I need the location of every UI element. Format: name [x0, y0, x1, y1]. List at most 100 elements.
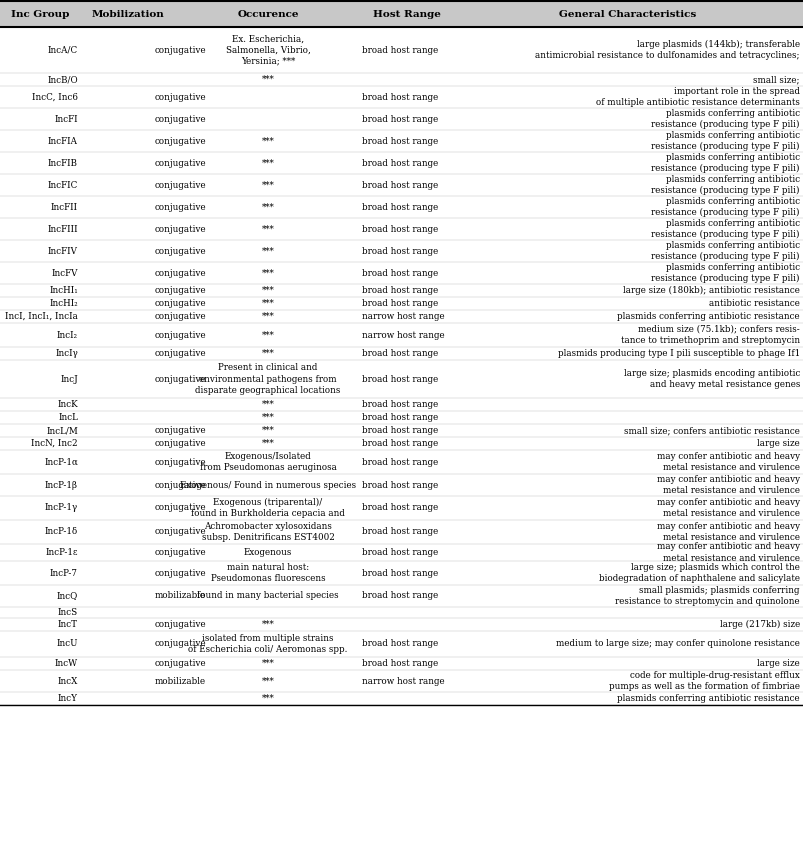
Text: IncFV: IncFV [51, 269, 78, 277]
Text: ***: *** [261, 312, 274, 321]
Text: ***: *** [261, 400, 274, 409]
Text: large size: large size [756, 659, 799, 668]
Text: may confer antibiotic and heavy
metal resistance and virulence: may confer antibiotic and heavy metal re… [656, 475, 799, 495]
Text: plasmids conferring antibiotic
resistance (producing type F pili): plasmids conferring antibiotic resistanc… [650, 218, 799, 239]
Text: broad host range: broad host range [361, 528, 438, 536]
Text: narrow host range: narrow host range [361, 312, 444, 321]
Text: ***: *** [261, 180, 274, 190]
Text: IncJ: IncJ [60, 375, 78, 383]
Text: ***: *** [261, 286, 274, 295]
Text: Exogenous/Isolated
from Pseudomonas aeruginosa: Exogenous/Isolated from Pseudomonas aeru… [199, 452, 336, 472]
Text: broad host range: broad host range [361, 180, 438, 190]
Text: IncFIV: IncFIV [48, 246, 78, 256]
Text: broad host range: broad host range [361, 439, 438, 448]
Text: conjugative: conjugative [155, 312, 206, 321]
Bar [0, 1, 803, 27]
Text: narrow host range: narrow host range [361, 677, 444, 685]
Text: conjugative: conjugative [155, 93, 206, 101]
Text: Exogenous (triparental)/
found in Burkholderia cepacia and: Exogenous (triparental)/ found in Burkho… [191, 498, 344, 518]
Text: mobilizable: mobilizable [155, 677, 206, 685]
Text: Ex. Escherichia,
Salmonella, Vibrio,
Yersinia; ***: Ex. Escherichia, Salmonella, Vibrio, Yer… [226, 34, 310, 65]
Text: broad host range: broad host range [361, 639, 438, 649]
Text: IncFII: IncFII [51, 202, 78, 212]
Text: broad host range: broad host range [361, 659, 438, 668]
Text: broad host range: broad host range [361, 299, 438, 308]
Text: broad host range: broad host range [361, 269, 438, 277]
Text: narrow host range: narrow host range [361, 331, 444, 339]
Text: plasmids conferring antibiotic
resistance (producing type F pili): plasmids conferring antibiotic resistanc… [650, 109, 799, 129]
Text: conjugative: conjugative [155, 246, 206, 256]
Text: IncU: IncU [56, 639, 78, 649]
Text: ***: *** [261, 246, 274, 256]
Text: plasmids conferring antibiotic
resistance (producing type F pili): plasmids conferring antibiotic resistanc… [650, 197, 799, 217]
Text: conjugative: conjugative [155, 503, 206, 513]
Text: large size; plasmids encoding antibiotic
and heavy metal resistance genes: large size; plasmids encoding antibiotic… [623, 369, 799, 389]
Text: ***: *** [261, 331, 274, 339]
Text: conjugative: conjugative [155, 286, 206, 295]
Text: large size; plasmids which control the
biodegradation of naphthalene and salicyl: large size; plasmids which control the b… [598, 563, 799, 583]
Text: IncP-1γ: IncP-1γ [45, 503, 78, 513]
Text: conjugative: conjugative [155, 639, 206, 649]
Text: ***: *** [261, 677, 274, 685]
Text: may confer antibiotic and heavy
metal resistance and virulence: may confer antibiotic and heavy metal re… [656, 452, 799, 472]
Text: conjugative: conjugative [155, 269, 206, 277]
Text: conjugative: conjugative [155, 224, 206, 234]
Text: plasmids conferring antibiotic
resistance (producing type F pili): plasmids conferring antibiotic resistanc… [650, 241, 799, 261]
Text: ***: *** [261, 659, 274, 668]
Text: Achromobacter xylosoxidans
subsp. Denitrificans EST4002: Achromobacter xylosoxidans subsp. Denitr… [202, 522, 334, 542]
Text: IncT: IncT [58, 620, 78, 629]
Text: ***: *** [261, 439, 274, 448]
Text: IncP-1δ: IncP-1δ [45, 528, 78, 536]
Text: mobilizable: mobilizable [155, 592, 206, 600]
Text: small plasmids; plasmids conferring
resistance to streptomycin and quinolone: small plasmids; plasmids conferring resi… [614, 586, 799, 606]
Text: conjugative: conjugative [155, 46, 206, 54]
Text: IncC, Inc6: IncC, Inc6 [32, 93, 78, 101]
Text: conjugative: conjugative [155, 158, 206, 167]
Text: conjugative: conjugative [155, 349, 206, 358]
Text: conjugative: conjugative [155, 375, 206, 383]
Text: conjugative: conjugative [155, 299, 206, 308]
Text: ***: *** [261, 620, 274, 629]
Text: IncI, IncI₁, IncIa: IncI, IncI₁, IncIa [5, 312, 78, 321]
Text: broad host range: broad host range [361, 426, 438, 435]
Text: ***: *** [261, 269, 274, 277]
Text: IncP-1α: IncP-1α [44, 457, 78, 467]
Text: IncY: IncY [58, 694, 78, 703]
Text: ***: *** [261, 137, 274, 145]
Text: Present in clinical and
environmental pathogens from
disparate geographical loca: Present in clinical and environmental pa… [195, 364, 340, 394]
Text: broad host range: broad host range [361, 548, 438, 557]
Text: code for multiple-drug-resistant efflux
pumps as well as the formation of fimbri: code for multiple-drug-resistant efflux … [608, 671, 799, 691]
Text: may confer antibiotic and heavy
metal resistance and virulence: may confer antibiotic and heavy metal re… [656, 498, 799, 518]
Text: Exogenous: Exogenous [243, 548, 291, 557]
Text: conjugative: conjugative [155, 528, 206, 536]
Text: broad host range: broad host range [361, 224, 438, 234]
Text: ***: *** [261, 694, 274, 703]
Text: small size; confers antibiotic resistance: small size; confers antibiotic resistanc… [623, 426, 799, 435]
Text: found in many bacterial species: found in many bacterial species [197, 592, 338, 600]
Text: conjugative: conjugative [155, 331, 206, 339]
Text: conjugative: conjugative [155, 457, 206, 467]
Text: IncN, Inc2: IncN, Inc2 [31, 439, 78, 448]
Text: ***: *** [261, 224, 274, 234]
Text: ***: *** [261, 75, 274, 84]
Text: plasmids producing type I pili susceptible to phage If1: plasmids producing type I pili susceptib… [557, 349, 799, 358]
Text: plasmids conferring antibiotic
resistance (producing type F pili): plasmids conferring antibiotic resistanc… [650, 153, 799, 173]
Text: IncP-1β: IncP-1β [45, 480, 78, 490]
Text: IncHI₂: IncHI₂ [49, 299, 78, 308]
Text: may confer antibiotic and heavy
metal resistance and virulence: may confer antibiotic and heavy metal re… [656, 522, 799, 542]
Text: broad host range: broad host range [361, 375, 438, 383]
Text: ***: *** [261, 349, 274, 358]
Text: conjugative: conjugative [155, 426, 206, 435]
Text: plasmids conferring antibiotic
resistance (producing type F pili): plasmids conferring antibiotic resistanc… [650, 175, 799, 196]
Text: plasmids conferring antibiotic resistance: plasmids conferring antibiotic resistanc… [617, 694, 799, 703]
Text: important role in the spread
of multiple antibiotic resistance determinants: important role in the spread of multiple… [595, 87, 799, 107]
Text: large (217kb) size: large (217kb) size [719, 620, 799, 629]
Text: plasmids conferring antibiotic resistance: plasmids conferring antibiotic resistanc… [617, 312, 799, 321]
Text: IncIγ: IncIγ [55, 349, 78, 358]
Text: ***: *** [261, 202, 274, 212]
Text: broad host range: broad host range [361, 569, 438, 577]
Text: broad host range: broad host range [361, 480, 438, 490]
Text: Exogenous/ Found in numerous species: Exogenous/ Found in numerous species [180, 480, 356, 490]
Text: broad host range: broad host range [361, 413, 438, 422]
Text: broad host range: broad host range [361, 93, 438, 101]
